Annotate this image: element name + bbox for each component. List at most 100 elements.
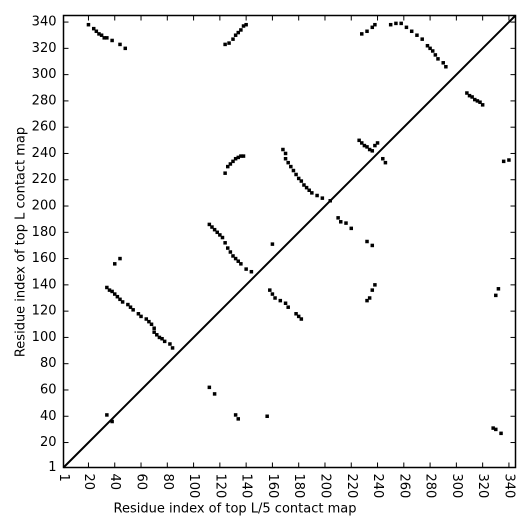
contact-point [112,292,117,296]
contact-point [131,308,135,312]
contact-point [344,221,348,225]
contact-point [212,227,217,232]
contact-point [294,172,298,177]
contact-point [370,149,375,153]
contact-point [436,57,440,61]
y-tick-label: 160 [32,251,57,266]
contact-point [296,176,301,181]
contact-point [147,319,151,324]
contact-point [110,38,114,43]
x-tick-label: 20 [81,474,96,491]
contact-point [270,242,275,246]
contact-point [139,314,143,319]
contact-point [207,222,212,227]
contact-point [155,333,159,337]
contact-point [126,302,130,307]
contact-point [249,269,254,274]
contact-point [123,46,128,51]
x-tick-label: 100 [186,474,201,499]
contact-point [239,28,243,32]
contact-point [299,179,304,183]
contact-point [465,91,469,95]
contact-point [220,235,225,240]
contact-point [136,312,141,316]
x-tick-label: 120 [212,474,227,499]
x-tick-label: 220 [344,474,359,499]
contact-point [207,385,212,390]
contact-point [236,259,241,263]
contact-point [475,99,480,103]
x-tick-label: 340 [501,474,516,499]
contact-point [360,32,364,36]
contact-point [212,392,217,396]
contact-point [470,95,474,99]
contact-point [336,216,340,220]
contact-point [231,254,235,258]
x-tick-label: 200 [317,474,332,499]
contact-point [291,168,296,173]
contact-point [244,267,248,271]
contact-point [494,427,498,432]
y-tick-label: 180 [32,225,57,240]
y-tick-label: 60 [40,382,57,397]
contact-point [296,314,301,319]
contact-point [241,24,246,28]
y-tick-label: 220 [32,172,57,187]
contact-point [228,162,233,166]
y-tick-label: 20 [40,435,57,450]
contact-point [223,171,227,175]
contact-point [241,154,246,158]
contact-point [97,32,101,36]
x-tick-label: 140 [239,474,254,499]
diagonal [62,14,517,469]
contact-point [496,287,501,291]
contact-point [118,256,122,261]
contact-point [286,160,290,165]
y-axis-label: Residue index of top L contact map [14,127,29,357]
contact-point [231,159,235,164]
x-tick-label: 240 [370,474,385,499]
y-tick-label: 300 [32,67,57,82]
contact-point [149,322,154,327]
contact-point [236,30,241,35]
contact-point [362,143,367,148]
contact-point [225,164,230,169]
contact-point [228,250,233,254]
contact-point [373,283,377,287]
contact-point [310,191,314,195]
contact-point [223,241,227,245]
contact-point [338,220,343,224]
contact-point [223,42,227,47]
x-tick-label: 40 [107,474,122,491]
contact-point [404,25,409,30]
contact-point [152,326,156,330]
contact-point [94,29,99,34]
contact-point [294,312,298,316]
contact-point [491,426,495,430]
contact-point [105,36,109,40]
contact-point [433,53,438,57]
contact-point [304,185,309,190]
contact-point [320,196,325,200]
contact-point [233,33,238,37]
y-tick-label: 280 [32,93,57,108]
contact-point [365,298,369,303]
contact-point [480,103,485,107]
contact-point [244,22,248,27]
contact-point [115,294,120,299]
x-tick-label: 80 [160,474,175,491]
contact-point [91,26,96,31]
contact-point [227,41,231,45]
contact-point [478,100,482,104]
contact-point [239,262,243,266]
contact-point [328,199,332,203]
contact-point [365,145,369,149]
contact-point [231,37,235,41]
contact-point [428,46,432,51]
contact-point [299,317,304,321]
contact-point [360,141,364,145]
y-tick-label: 40 [40,409,57,424]
contact-point [507,158,511,162]
contact-point [370,25,375,30]
